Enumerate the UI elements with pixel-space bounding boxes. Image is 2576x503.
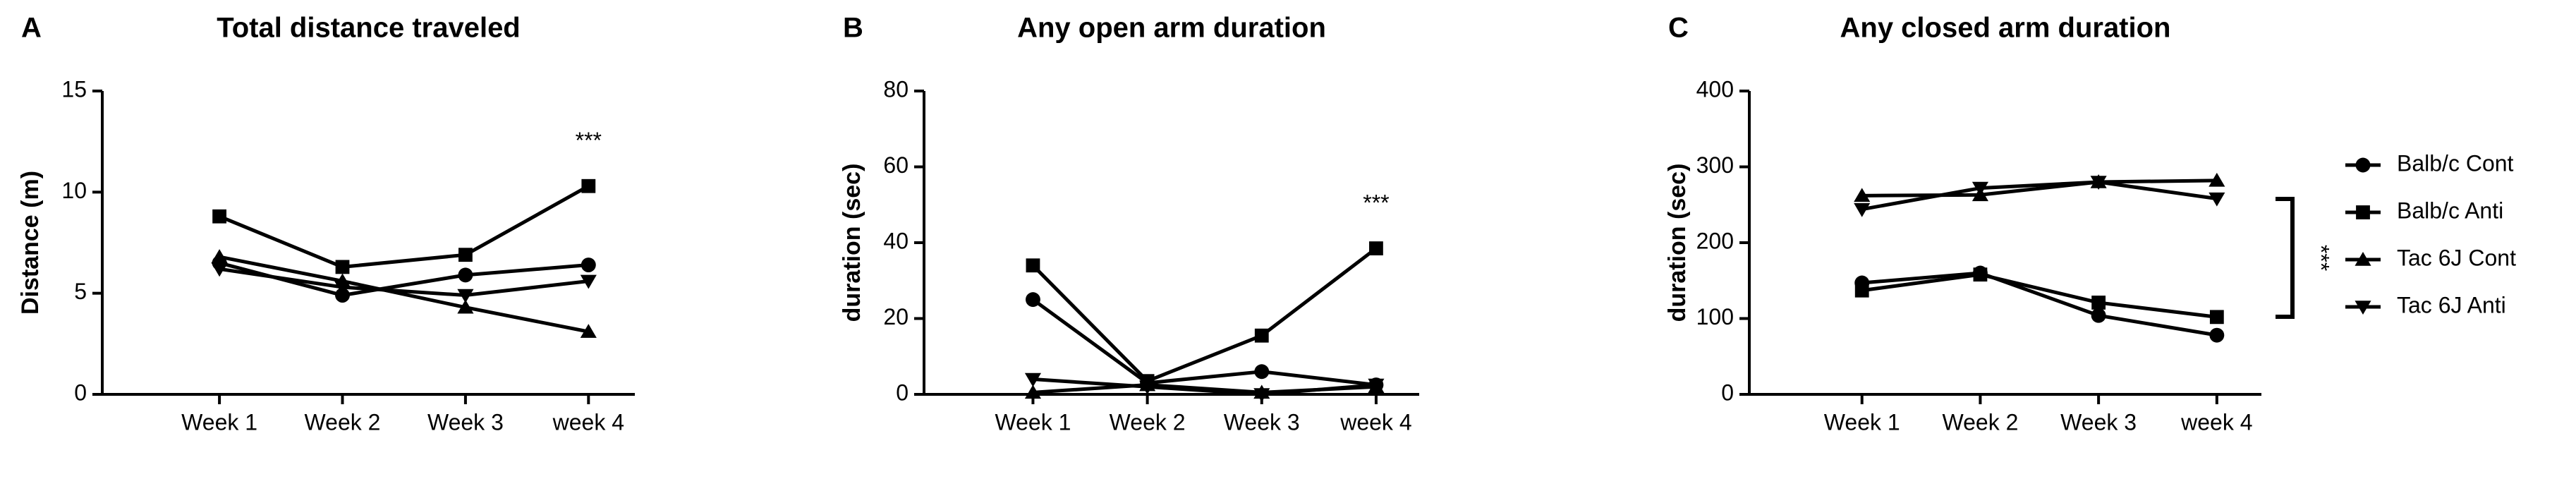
legend-label: Tac 6J Cont [2397, 245, 2516, 270]
data-point [335, 260, 350, 274]
x-tick-label: Week 2 [1942, 409, 2018, 435]
data-point [581, 257, 596, 272]
y-tick-label: 100 [1696, 304, 1734, 329]
data-point [1254, 328, 1269, 343]
y-tick-label: 20 [883, 304, 909, 329]
data-point [1854, 283, 1869, 298]
data-point [2209, 310, 2224, 325]
data-point [2209, 192, 2225, 207]
panel-label: A [21, 13, 42, 44]
panel-label: B [843, 13, 863, 44]
series-line [1861, 180, 2218, 212]
series-line [1031, 298, 1377, 387]
x-tick-label: Week 1 [995, 409, 1071, 435]
data-point [1368, 378, 1385, 393]
data-point [2091, 296, 2106, 310]
data-point [458, 267, 473, 283]
x-tick-label: Week 3 [1224, 409, 1300, 435]
data-point [1139, 380, 1156, 395]
legend-label: Balb/c Cont [2397, 150, 2514, 176]
data-point [1854, 188, 1871, 202]
y-axis-label: duration (sec) [839, 164, 865, 322]
legend-marker [2355, 301, 2371, 315]
annotation: *** [576, 128, 602, 153]
data-point [211, 262, 228, 277]
data-point [457, 299, 474, 314]
data-point [1024, 384, 1041, 399]
chart-title: Any open arm duration [1017, 13, 1326, 44]
annotation: *** [2309, 245, 2334, 271]
y-tick-label: 60 [883, 152, 909, 178]
y-tick-label: 10 [61, 178, 87, 203]
significance-bracket [2276, 197, 2295, 319]
series-line [219, 267, 589, 298]
chart-title: Any closed arm duration [1840, 13, 2171, 44]
data-point [211, 249, 228, 263]
series-line [1861, 271, 2218, 337]
data-point [335, 288, 350, 303]
x-tick-label: Week 2 [1110, 409, 1186, 435]
data-point [2209, 172, 2225, 187]
data-point [1253, 388, 1270, 402]
legend-marker [2356, 205, 2370, 219]
x-tick-label: week 4 [552, 409, 624, 435]
data-point [580, 274, 597, 289]
y-tick-label: 400 [1696, 76, 1734, 102]
x-tick-label: week 4 [1339, 409, 1411, 435]
y-tick-label: 5 [74, 279, 87, 304]
y-tick-label: 300 [1696, 152, 1734, 178]
y-tick-label: 0 [1721, 380, 1734, 405]
series-line [219, 184, 590, 269]
data-point [1972, 181, 1988, 196]
data-point [334, 281, 351, 296]
series-line [1861, 272, 2218, 319]
data-point [1025, 292, 1040, 308]
panel-label: C [1668, 13, 1689, 44]
data-point [1973, 267, 1988, 282]
y-tick-label: 0 [74, 380, 87, 405]
legend-marker [2355, 252, 2371, 266]
y-tick-label: 200 [1696, 228, 1734, 253]
data-point [2209, 327, 2225, 343]
data-point [458, 248, 473, 262]
series-line [1033, 377, 1377, 396]
data-point [1026, 258, 1040, 273]
series-line [219, 255, 589, 334]
annotation: *** [1363, 190, 1389, 216]
y-axis-label: duration (sec) [1664, 164, 1691, 322]
x-tick-label: Week 3 [2060, 409, 2137, 435]
x-tick-label: week 4 [2180, 409, 2252, 435]
chart-title: Total distance traveled [217, 13, 521, 44]
data-point [212, 209, 226, 224]
data-point [1369, 241, 1383, 255]
legend-label: Balb/c Anti [2397, 198, 2503, 223]
x-tick-label: Week 1 [181, 409, 257, 435]
y-tick-label: 0 [896, 380, 909, 405]
data-point [580, 324, 597, 338]
data-point [1024, 372, 1041, 387]
data-point [457, 289, 474, 303]
legend-label: Tac 6J Anti [2397, 292, 2506, 317]
data-point [1854, 202, 1871, 217]
x-tick-label: Week 3 [427, 409, 504, 435]
data-point [1254, 364, 1270, 380]
y-tick-label: 15 [61, 76, 87, 102]
series-line [1031, 247, 1378, 384]
series-line [1861, 178, 2217, 198]
y-tick-label: 80 [883, 76, 909, 102]
y-axis-label: Distance (m) [17, 171, 44, 315]
x-tick-label: Week 2 [305, 409, 381, 435]
y-tick-label: 40 [883, 228, 909, 253]
data-point [581, 178, 596, 193]
data-point [2090, 176, 2107, 190]
x-tick-label: Week 1 [1824, 409, 1900, 435]
legend-marker [2355, 157, 2371, 173]
data-point [2091, 308, 2106, 323]
